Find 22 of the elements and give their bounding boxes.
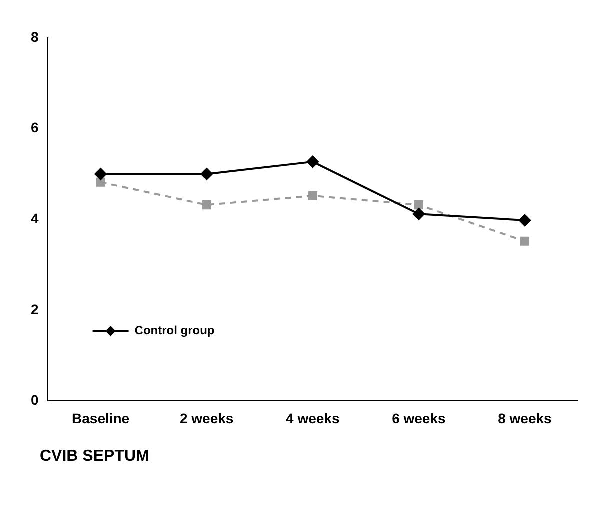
legend-label: Control group bbox=[134, 324, 215, 338]
point bbox=[414, 200, 424, 210]
x-tick-label: 4 weeks bbox=[286, 410, 340, 426]
point bbox=[308, 191, 318, 201]
x-tick-label: Baseline bbox=[72, 410, 130, 426]
point bbox=[518, 214, 531, 227]
point bbox=[94, 168, 107, 180]
y-tick-label: 8 bbox=[30, 28, 39, 45]
text: CVIB SEPTUM bbox=[40, 448, 150, 466]
y-tick-label: 4 bbox=[30, 210, 39, 226]
y-tick-label: 0 bbox=[30, 392, 39, 408]
y-tick-label: 6 bbox=[30, 120, 39, 136]
point bbox=[202, 200, 212, 210]
x-tick-label: 6 weeks bbox=[392, 410, 446, 426]
point bbox=[520, 236, 530, 246]
point bbox=[306, 156, 319, 168]
point bbox=[200, 168, 213, 180]
point bbox=[412, 208, 425, 220]
x-tick-label: 8 weeks bbox=[498, 410, 552, 426]
point bbox=[96, 178, 106, 187]
x-tick-label: 2 weeks bbox=[180, 410, 234, 426]
y-tick-label: 2 bbox=[30, 301, 39, 318]
